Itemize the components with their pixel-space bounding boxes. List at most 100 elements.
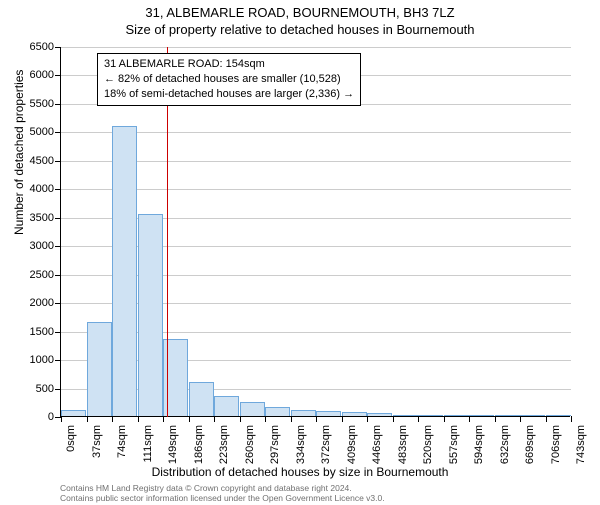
x-tick — [393, 416, 394, 422]
histogram-bar — [546, 415, 571, 416]
histogram-bar — [61, 410, 86, 416]
x-tick — [291, 416, 292, 422]
x-tick — [189, 416, 190, 422]
histogram-bar — [444, 415, 469, 416]
x-tick-label: 706sqm — [550, 425, 562, 464]
x-tick — [520, 416, 521, 422]
histogram-bar — [265, 407, 290, 416]
x-tick — [138, 416, 139, 422]
y-tick — [55, 218, 61, 219]
y-tick-label: 0 — [48, 411, 54, 423]
histogram-bar — [189, 382, 214, 416]
gridline — [61, 47, 571, 48]
y-tick — [55, 161, 61, 162]
y-tick-label: 4000 — [30, 183, 54, 195]
histogram-bar — [469, 415, 494, 416]
x-tick — [444, 416, 445, 422]
y-tick-label: 500 — [36, 383, 54, 395]
histogram-bar — [214, 396, 239, 416]
attribution-line-1: Contains HM Land Registry data © Crown c… — [60, 483, 385, 493]
histogram-bar — [520, 415, 545, 416]
y-tick — [55, 246, 61, 247]
x-tick — [112, 416, 113, 422]
histogram-bar — [367, 413, 392, 416]
chart-container: 31, ALBEMARLE ROAD, BOURNEMOUTH, BH3 7LZ… — [0, 5, 600, 505]
x-tick-label: 186sqm — [193, 425, 205, 464]
y-tick — [55, 189, 61, 190]
x-tick — [469, 416, 470, 422]
x-tick — [61, 416, 62, 422]
x-tick — [316, 416, 317, 422]
x-tick-label: 74sqm — [116, 425, 128, 458]
histogram-bar — [393, 415, 418, 416]
y-tick — [55, 332, 61, 333]
y-tick-label: 4500 — [30, 155, 54, 167]
y-tick-label: 3500 — [30, 212, 54, 224]
info-line-2: ← 82% of detached houses are smaller (10… — [104, 72, 354, 87]
x-tick-label: 409sqm — [346, 425, 358, 464]
histogram-bar — [418, 415, 443, 416]
y-tick — [55, 104, 61, 105]
x-tick — [163, 416, 164, 422]
y-tick-label: 1500 — [30, 326, 54, 338]
gridline — [61, 189, 571, 190]
x-tick — [571, 416, 572, 422]
histogram-bar — [87, 322, 112, 416]
x-tick-label: 111sqm — [142, 425, 154, 463]
x-tick-label: 0sqm — [65, 425, 77, 452]
y-tick — [55, 303, 61, 304]
attribution-line-2: Contains public sector information licen… — [60, 493, 385, 503]
x-tick-label: 297sqm — [269, 425, 281, 464]
y-tick — [55, 47, 61, 48]
y-tick — [55, 360, 61, 361]
x-tick-label: 37sqm — [91, 425, 103, 458]
histogram-bar — [138, 214, 163, 416]
y-tick-label: 5500 — [30, 98, 54, 110]
y-tick — [55, 132, 61, 133]
histogram-bar — [495, 415, 520, 416]
y-axis-title: Number of detached properties — [12, 70, 26, 235]
x-tick-label: 446sqm — [371, 425, 383, 464]
x-tick — [418, 416, 419, 422]
y-tick — [55, 275, 61, 276]
y-tick — [55, 75, 61, 76]
y-tick-label: 1000 — [30, 354, 54, 366]
x-tick — [342, 416, 343, 422]
histogram-bar — [291, 410, 316, 416]
y-tick-label: 2000 — [30, 297, 54, 309]
x-tick — [240, 416, 241, 422]
x-tick-label: 334sqm — [295, 425, 307, 464]
histogram-bar — [342, 412, 367, 416]
y-tick-label: 6000 — [30, 69, 54, 81]
gridline — [61, 132, 571, 133]
x-tick — [214, 416, 215, 422]
x-tick-label: 260sqm — [244, 425, 256, 464]
x-tick-label: 520sqm — [422, 425, 434, 464]
info-line-1: 31 ALBEMARLE ROAD: 154sqm — [104, 57, 354, 72]
x-tick — [495, 416, 496, 422]
info-line-3: 18% of semi-detached houses are larger (… — [104, 87, 354, 102]
y-tick-label: 3000 — [30, 240, 54, 252]
x-tick-label: 372sqm — [320, 425, 332, 464]
x-tick-label: 149sqm — [167, 425, 179, 464]
x-tick-label: 557sqm — [448, 425, 460, 464]
y-tick-label: 5000 — [30, 126, 54, 138]
chart-title-sub: Size of property relative to detached ho… — [0, 22, 600, 37]
x-axis-title: Distribution of detached houses by size … — [0, 465, 600, 479]
x-tick-label: 669sqm — [524, 425, 536, 464]
x-tick-label: 594sqm — [473, 425, 485, 464]
chart-title-main: 31, ALBEMARLE ROAD, BOURNEMOUTH, BH3 7LZ — [0, 5, 600, 20]
histogram-bar — [112, 126, 137, 416]
x-tick — [265, 416, 266, 422]
x-tick — [367, 416, 368, 422]
info-box: 31 ALBEMARLE ROAD: 154sqm← 82% of detach… — [97, 53, 361, 106]
plot-region: 0500100015002000250030003500400045005000… — [60, 47, 570, 417]
gridline — [61, 161, 571, 162]
x-tick-label: 223sqm — [218, 425, 230, 464]
y-tick — [55, 389, 61, 390]
chart-plot-area: 0500100015002000250030003500400045005000… — [60, 47, 570, 417]
histogram-bar — [316, 411, 341, 416]
y-tick-label: 2500 — [30, 269, 54, 281]
y-tick-label: 6500 — [30, 41, 54, 53]
x-tick — [87, 416, 88, 422]
